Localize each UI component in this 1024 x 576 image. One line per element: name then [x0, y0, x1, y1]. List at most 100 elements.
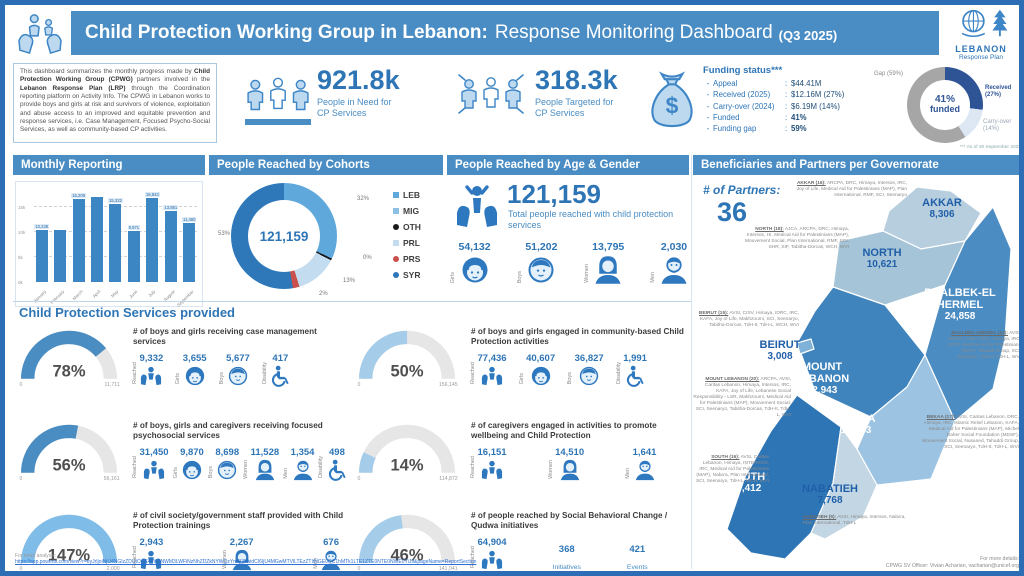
boys-label: Boys — [516, 270, 523, 283]
partners-note-baalbek: BAALBEK-HERMEL (14): AVSI, ARCPA, CISV, … — [947, 331, 1021, 360]
y-tick: 5k — [18, 255, 23, 260]
stat-disability: Disability 417 — [261, 353, 292, 387]
lebanon-map[interactable] — [693, 177, 1021, 569]
stat-disability: Disability 1,991 — [616, 353, 647, 387]
boys-value: 51,202 — [525, 241, 558, 253]
card-title: # of boys, girls and caregivers receivin… — [133, 421, 323, 441]
y-tick: 15k — [18, 205, 26, 210]
stat-reached: Reached 2,943 — [132, 537, 163, 571]
bar-april[interactable]: April — [89, 192, 104, 299]
card-psychosocial: 56% 0 56,161 # of boys, girls and caregi… — [13, 417, 349, 486]
bar[interactable] — [127, 231, 140, 282]
partners-note-akkar: AKKAR (16): ARCPA, DRC, Himaya, Intersos… — [796, 181, 907, 198]
gauge-caregivers: 14% 0 114,872 — [357, 424, 458, 482]
cohorts-legend: LEB MIG OTH PRL PRS SYR — [393, 187, 421, 283]
funding-status-block: Funding status*** - Appeal: $44.41M - Recei… — [703, 65, 865, 134]
stat-value: 9,332 — [139, 352, 164, 364]
bar[interactable] — [35, 230, 48, 282]
page-subtitle: Response Monitoring Dashboard — [494, 22, 773, 43]
map-region-baalbek[interactable] — [924, 206, 1012, 422]
section-age-gender: People Reached by Age & Gender — [447, 155, 689, 175]
child-protection-icon — [455, 183, 499, 237]
legend-item-prs[interactable]: PRS — [393, 251, 421, 267]
legend-item-oth[interactable]: OTH — [393, 219, 421, 235]
footer-left: For more analysis: https://app.powerbi.c… — [15, 553, 675, 565]
gov-south[interactable]: SOUTH 27,412 — [726, 471, 766, 495]
stat-value: 14,510 — [555, 446, 585, 458]
boy-icon — [578, 365, 600, 387]
bar-value-label: 13,881 — [163, 205, 179, 210]
legend-marker — [393, 272, 399, 278]
funding-label: Funding gap — [713, 124, 757, 134]
stat-reached: Reached 16,151 — [470, 447, 507, 481]
bar[interactable] — [146, 198, 159, 282]
legend-label: PRS — [403, 254, 421, 264]
gov-bekaa[interactable]: BEKAA 16,243 — [836, 413, 876, 437]
bar-february[interactable]: February — [49, 192, 67, 305]
bar[interactable] — [164, 211, 177, 282]
gov-mount-lebanon[interactable]: MOUNT LEBANON 22,943 — [794, 361, 850, 397]
stat-label: Girls — [175, 373, 182, 385]
map-region-nabatieh[interactable] — [810, 426, 878, 540]
legend-item-prl[interactable]: PRL — [393, 235, 421, 251]
bar[interactable] — [72, 199, 85, 282]
legend-marker — [393, 192, 399, 198]
bar-august[interactable]: 13,881 August — [162, 192, 179, 302]
card-community-based: 50% 0 156,145 # of boys and girls engage… — [351, 323, 691, 392]
reached-icon — [143, 459, 165, 481]
card-title: # of boys and girls engaged in community… — [471, 327, 684, 347]
cohort-pct-label: 2% — [319, 291, 328, 297]
stat-label: Reached — [470, 456, 476, 479]
partners-note-mount-lebanon: MOUNT LEBANON (20): ARCPA, AVSI, Caritas… — [693, 377, 791, 418]
bar[interactable] — [91, 197, 104, 282]
legend-item-leb[interactable]: LEB — [393, 187, 421, 203]
bar-january[interactable]: 10,238 January — [32, 192, 50, 304]
pin-label: People in Need for CP Services — [317, 97, 392, 119]
bar[interactable] — [183, 223, 196, 282]
bar-value-label: 10,238 — [34, 224, 50, 229]
section-cohorts: People Reached by Cohorts — [209, 155, 443, 175]
svg-text:0: 0 — [19, 382, 22, 387]
svg-text:2,000: 2,000 — [107, 566, 120, 571]
gov-baalbek-el-hermel[interactable]: BAALBEK-EL HERMEL 24,858 — [924, 287, 996, 323]
funding-value: 59% — [791, 124, 807, 134]
svg-text:56%: 56% — [52, 457, 85, 475]
gov-akkar[interactable]: AKKAR 8,306 — [922, 197, 962, 221]
x-tick-label: July — [147, 289, 157, 299]
svg-text:0: 0 — [357, 382, 360, 387]
stat-girls: Girls 9,870 — [173, 447, 204, 481]
gov-beirut[interactable]: BEIRUT 3,008 — [759, 339, 801, 363]
card-sbc-qudwa: 46% 0 141,041 # of people reached by Soc… — [351, 507, 691, 571]
stat-value: 8,698 — [215, 446, 240, 458]
monthly-reporting-chart[interactable]: 0k 5k 10k 15k 10,238 January February 16,20… — [15, 181, 203, 308]
legend-item-mig[interactable]: MIG — [393, 203, 421, 219]
bar[interactable] — [54, 230, 67, 282]
funding-label: Carry-over (2024) — [713, 101, 775, 111]
section-governorates: Beneficiaries and Partners per Governora… — [693, 155, 1019, 175]
bar-may[interactable]: 15,322 May — [108, 192, 123, 298]
legend-item-syr[interactable]: SYR — [393, 267, 421, 283]
gov-nabatieh[interactable]: NABATIEH 7,768 — [801, 483, 858, 507]
bar-june[interactable]: 9,971 June — [126, 192, 141, 299]
powerbi-link[interactable]: https://app.powerbi.com/view?r=eyJrIjoiN… — [15, 559, 477, 565]
stat-women: Women 2,267 — [222, 537, 254, 571]
map-region-beirut[interactable] — [796, 338, 815, 355]
stat-value: 368 — [558, 543, 575, 555]
funding-row: - Received (2025): $12.16M (27%) — [706, 90, 845, 100]
bar-july[interactable]: 16,843 July — [144, 192, 160, 298]
gov-north[interactable]: NORTH 10,621 — [862, 247, 902, 271]
partners-note-bekaa: BEKAA (17): AVSI, Caritas Lebanon, DRC, … — [922, 415, 1019, 450]
bar[interactable] — [109, 204, 122, 282]
gauge-case-management: 78% 0 11,711 — [19, 330, 120, 388]
stat-label: Disability — [261, 362, 268, 385]
card-stats: Reached 31,450 Girls 9,870 Boys 8,698 Women 11,… — [132, 446, 348, 481]
received-label: Received (27%) — [985, 85, 1012, 98]
bar-march[interactable]: 16,209 March — [71, 192, 86, 301]
card-case-management: 78% 0 11,711 # of boys and girls receivi… — [13, 323, 349, 392]
intro-b1: Child Protection Working Group (CPWG) — [20, 68, 210, 84]
bar-september[interactable]: 11,480 September — [176, 192, 197, 308]
stat-reached: Reached 64,904 — [470, 537, 507, 571]
vertical-divider — [691, 155, 692, 569]
stat-label: Men — [283, 467, 290, 479]
